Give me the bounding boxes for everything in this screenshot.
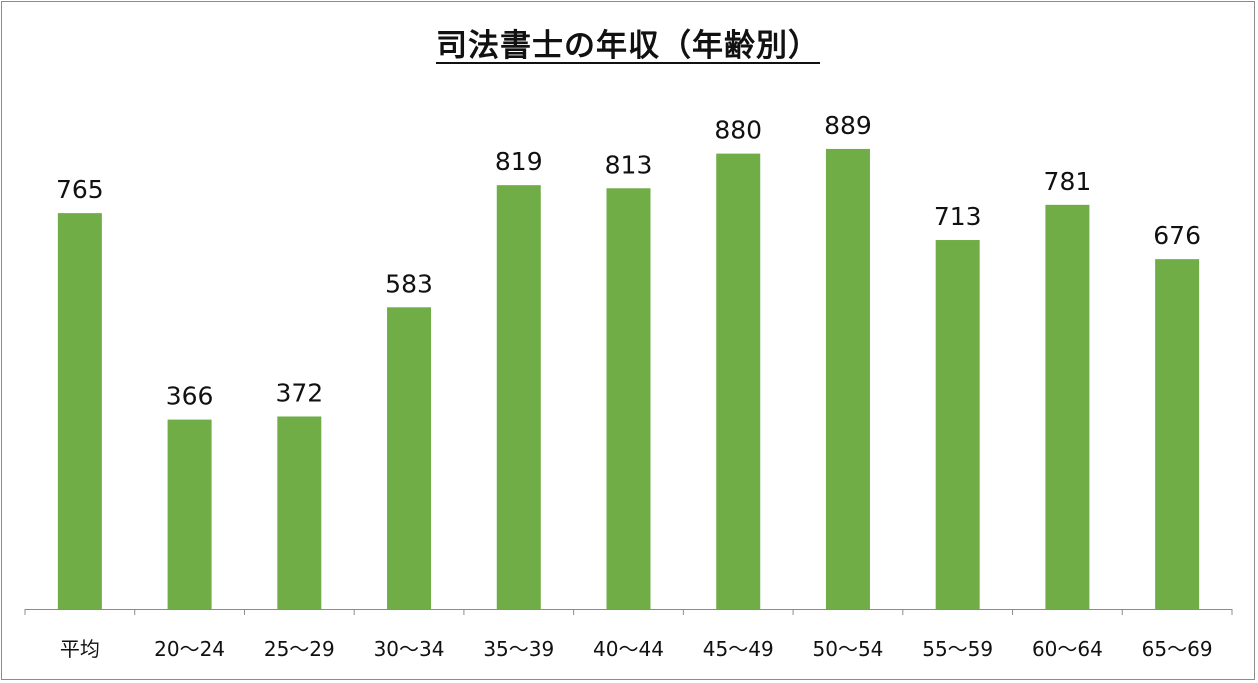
data-label-10: 676: [1153, 221, 1201, 250]
category-label-7: 50〜54: [813, 637, 884, 661]
data-label-6: 880: [714, 116, 762, 145]
data-label-4: 819: [495, 147, 543, 176]
data-label-1: 366: [166, 382, 214, 411]
category-label-2: 25〜29: [264, 637, 335, 661]
data-labels-group: 765 366 372 583 819 813 880 889 713 781 676: [56, 111, 1201, 411]
bar-8: [935, 240, 980, 609]
category-label-3: 30〜34: [374, 637, 445, 661]
category-label-9: 60〜64: [1032, 637, 1103, 661]
bar-7: [825, 148, 870, 609]
bar-1: [167, 419, 212, 609]
data-label-7: 889: [824, 111, 872, 140]
data-label-9: 781: [1044, 167, 1092, 196]
bar-5: [606, 188, 651, 609]
category-label-0: 平均: [60, 637, 100, 661]
category-label-4: 35〜39: [483, 637, 554, 661]
bar-6: [716, 153, 761, 609]
data-label-8: 713: [934, 202, 982, 231]
category-label-1: 20〜24: [154, 637, 225, 661]
category-label-8: 55〜59: [922, 637, 993, 661]
bar-9: [1045, 204, 1090, 609]
category-label-5: 40〜44: [593, 637, 664, 661]
bar-2: [277, 416, 322, 609]
chart-title: 司法書士の年収（年齢別）: [436, 28, 820, 64]
category-label-10: 65〜69: [1142, 637, 1213, 661]
data-label-5: 813: [605, 150, 653, 179]
bars-group: [57, 148, 1200, 610]
category-labels-group: 平均 20〜24 25〜29 30〜34 35〜39 40〜44 45〜49 50〜54 55〜…: [60, 637, 1213, 661]
x-axis: [24, 609, 1233, 615]
bar-3: [387, 307, 432, 609]
bar-10: [1155, 259, 1200, 609]
data-label-2: 372: [275, 378, 323, 407]
data-label-3: 583: [385, 269, 433, 298]
bar-0: [57, 213, 102, 610]
data-label-0: 765: [56, 175, 104, 204]
bar-4: [496, 185, 541, 610]
category-label-6: 45〜49: [703, 637, 774, 661]
